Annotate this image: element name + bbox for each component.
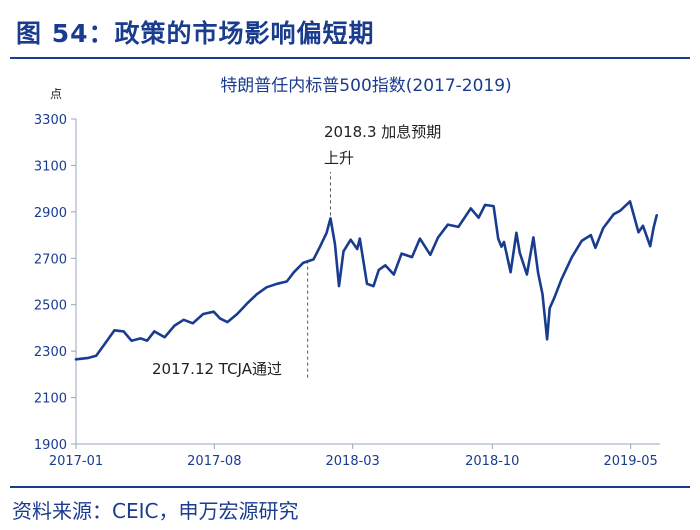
- x-tick-label: 2017-01: [49, 454, 103, 469]
- source-note: 资料来源：CEIC，申万宏源研究: [12, 499, 299, 523]
- annotation-tcja: 2017.12 TCJA通过: [152, 360, 282, 378]
- x-tick-label: 2019-05: [603, 454, 657, 469]
- y-tick-label: 2300: [34, 345, 67, 360]
- y-tick-label: 2700: [34, 252, 67, 267]
- y-tick-label: 1900: [34, 438, 67, 453]
- y-tick-label: 2100: [34, 392, 67, 407]
- annotation-rate-hike: 2018.3 加息预期: [324, 123, 441, 141]
- chart-title: 特朗普任内标普500指数(2017-2019): [220, 76, 511, 96]
- line-chart: 特朗普任内标普500指数(2017-2019) 点 1900 2100 2300 25…: [34, 76, 660, 469]
- y-tick-label: 3300: [34, 113, 67, 128]
- y-axis: 1900 2100 2300 2500 2700 2900 3100 3300: [34, 113, 77, 453]
- figure-title: 图 54：政策的市场影响偏短期: [16, 19, 375, 48]
- x-tick-label: 2018-03: [326, 454, 380, 469]
- footer-divider: [10, 486, 690, 488]
- annotation-rate-hike-line2: 上升: [324, 149, 354, 167]
- annotation-lines: [307, 172, 331, 378]
- y-tick-label: 2500: [34, 299, 67, 314]
- series-group: [74, 200, 658, 361]
- x-tick-label: 2018-10: [465, 454, 519, 469]
- y-tick-label: 2900: [34, 206, 67, 221]
- x-tick-label: 2017-08: [187, 454, 241, 469]
- series-line: [74, 200, 658, 361]
- y-axis-unit: 点: [50, 87, 62, 101]
- x-axis: 2017-01 2017-08 2018-03 2018-10 2019-05: [49, 443, 660, 469]
- y-tick-label: 3100: [34, 159, 67, 174]
- title-divider: [10, 57, 690, 59]
